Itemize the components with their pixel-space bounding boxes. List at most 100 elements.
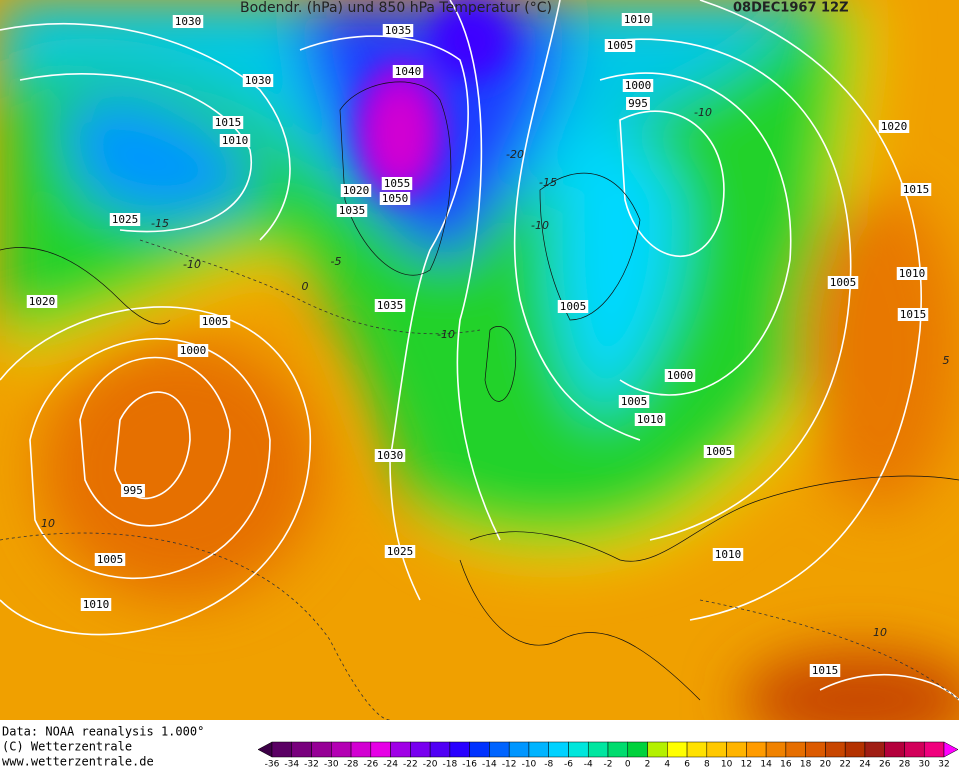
colorbar-tick-label: 22 [839,760,850,770]
isobar-label: 1010 [222,134,249,147]
colorbar-box [331,741,352,758]
isobar-label: 1010 [624,13,651,26]
colorbar-tick-label: -26 [363,760,378,770]
isobar-label: 1025 [112,213,139,226]
colorbar-tick-label: -18 [443,760,458,770]
isobar-label-box [621,13,653,26]
footer-line: (C) Wetterzentrale [2,740,132,754]
isobar-label-box [109,213,141,226]
isobar-label-box [177,344,209,357]
temperature-label: -10 [183,258,201,271]
colorbar-box [489,741,510,758]
temperature-label: -15 [539,176,557,189]
isobar-label: 1050 [382,192,409,205]
isobar-label-box [382,24,414,37]
colorbar-tick-label: 14 [760,760,772,770]
colorbar-tick-label: 6 [684,760,690,770]
isobar-label-box [809,664,841,677]
isobar-label-box [622,79,654,92]
temperature-label: -20 [506,148,524,161]
temperature-label: -10 [694,106,712,119]
colorbar-tick-label: -16 [462,760,477,770]
colorbar-box [291,741,312,758]
temperature-label: 10 [873,626,887,639]
isobar-label: 1005 [560,300,587,313]
isobar-label: 1010 [637,413,664,426]
isobar-label-box [392,65,424,78]
isobar-label-box [94,553,126,566]
isobar-label: 1035 [339,204,366,217]
isobar-label-box [374,449,406,462]
colorbar-box [667,741,688,758]
colorbar-tick-label: -10 [522,760,537,770]
colorbar-box [449,741,470,758]
isobar-labels: 1030103510401030101510101025102010551050… [26,13,932,677]
colorbar-box [271,741,293,758]
isobar-label-box [900,183,932,196]
colorbar-box [805,741,826,758]
isobar-label: 995 [123,484,143,497]
colorbar-box [785,741,806,758]
colorbar-box [904,741,925,758]
colorbar-box [429,741,451,758]
colorbar-tick-label: -22 [403,760,418,770]
colorbar-arrow-high [943,741,959,758]
isobar-label-box [199,315,231,328]
colorbar-box [647,741,668,758]
isobar-label: 1005 [97,553,124,566]
footer-line: www.wetterzentrale.de [2,755,154,769]
map-title: Bodendr. (hPa) und 850 hPa Temperatur (°… [240,0,552,16]
colorbar-tick-label: 8 [704,760,710,770]
isobar-label: 1015 [900,308,927,321]
isobar-label-box [80,598,112,611]
colorbar-tick-label: -32 [304,760,319,770]
isobar-label-box [172,15,204,28]
colorbar-box [864,741,885,758]
colorbar-tick-label: 26 [879,760,891,770]
colorbar-tick-label: -20 [423,760,438,770]
colorbar-tick-label: -30 [324,760,339,770]
isobar-label-box [219,134,251,147]
isobar-label: 1000 [180,344,207,357]
colorbar-box [706,741,727,758]
isobar-label-box [121,484,145,497]
isobar-label-box [212,116,244,129]
isobar-label: 1010 [715,548,742,561]
colorbar-box [825,741,846,758]
map-date: 08DEC1967 12Z [733,1,849,16]
temperature-label: -5 [331,255,342,268]
isobar-label-box [381,177,413,190]
isobar-label: 1010 [83,598,110,611]
isobar-label-box [703,445,735,458]
isobar-label-box [626,97,650,110]
colorbar-box [765,741,787,758]
isobar-label: 1055 [384,177,411,190]
colorbar-tick-label: 4 [664,760,670,770]
isobar-label-box [557,300,589,313]
isobar-label: 995 [628,97,648,110]
isobar-label: 1005 [621,395,648,408]
isobar-label-box [664,369,696,382]
colorbar-tick-label: -36 [265,760,280,770]
colorbar-tick-label: -14 [482,760,497,770]
temperature-label: 5 [943,354,950,367]
isobar-label: 1005 [607,39,634,52]
colorbar-tick-label: 2 [645,760,651,770]
isobar-label: 1015 [812,664,839,677]
coastlines [0,81,959,701]
isobar-label-box [712,548,744,561]
isobar-label-box [340,184,372,197]
temperature-field [0,0,959,720]
colorbar-tick-label: 24 [859,760,871,770]
isobar-label: 1015 [215,116,242,129]
colorbar-box [686,741,708,758]
isobar-label: 1030 [175,15,202,28]
colorbar-box [410,741,431,758]
isobar-label: 1035 [377,299,404,312]
isobar-label-box [374,299,406,312]
isobar-label: 1035 [385,24,412,37]
isobar-label-box [896,267,928,280]
isobar-label: 1000 [625,79,652,92]
